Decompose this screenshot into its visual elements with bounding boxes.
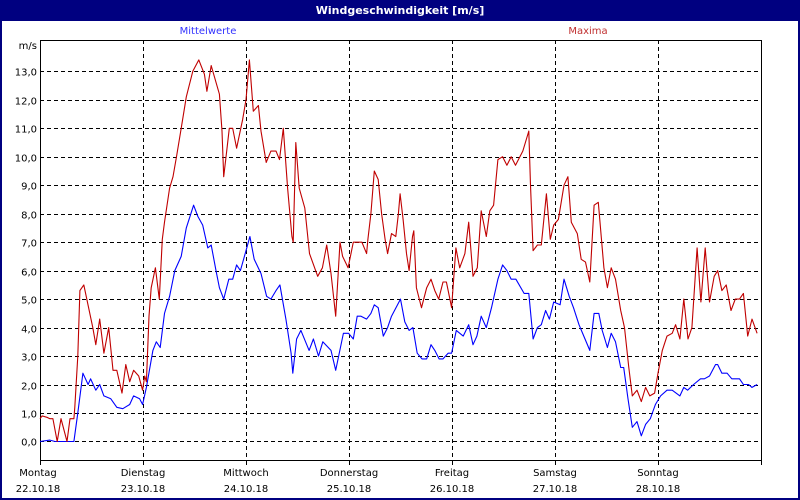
chart-title: Windgeschwindigkeit [m/s] [315,4,485,17]
x-label-day-3: Donnerstag 25.10.18 [320,468,378,495]
x-label-day-0: Montag 22.10.18 [16,468,61,495]
x-label-day-2: Mittwoch 24.10.18 [223,468,268,495]
x-day-name: Donnerstag [319,468,379,479]
y-axis-unit-label: m/s [19,41,37,52]
legend-maxima: Maxima [568,26,608,37]
x-date: 25.10.18 [326,484,372,495]
y-tick-label: 4,0 [21,325,37,336]
y-tick-label: 11,0 [15,125,37,136]
y-tick-label: 13,0 [15,68,37,79]
y-tick-label: 2,0 [21,382,37,393]
y-tick-label: 7,0 [21,239,37,250]
x-date: 28.10.18 [635,484,681,495]
y-tick-label: 0,0 [21,438,37,449]
y-tick-label: 5,0 [21,296,37,307]
y-tick-label: 9,0 [21,182,37,193]
y-tick-label: 10,0 [15,154,37,165]
x-day-name: Freitag [434,468,470,479]
x-label-day-1: Dienstag 23.10.18 [121,468,166,495]
x-date: 27.10.18 [532,484,578,495]
x-label-day-6: Sonntag 28.10.18 [636,468,681,495]
x-label-day-4: Freitag 26.10.18 [430,468,475,495]
x-date: 22.10.18 [15,484,61,495]
x-date: 23.10.18 [120,484,166,495]
y-tick-label: 8,0 [21,211,37,222]
y-tick-label: 12,0 [15,97,37,108]
y-tick-label: 3,0 [21,353,37,364]
series-line-mittelwerte [39,204,758,443]
y-tick-label: 1,0 [21,410,37,421]
series-line-maxima [39,59,758,443]
x-day-name: Sonntag [637,468,679,479]
legend-mittelwerte: Mittelwerte [179,26,237,37]
x-day-name: Montag [19,468,57,479]
plot-area-border [40,40,762,461]
x-label-day-5: Samstag 27.10.18 [533,468,578,495]
x-day-name: Samstag [533,468,577,479]
y-tick-label: 6,0 [21,268,37,279]
title-bar: Windgeschwindigkeit [m/s] [2,2,798,21]
x-date: 26.10.18 [429,484,475,495]
x-day-name: Dienstag [120,468,166,479]
x-day-name: Mittwoch [223,468,269,479]
x-date: 24.10.18 [223,484,269,495]
